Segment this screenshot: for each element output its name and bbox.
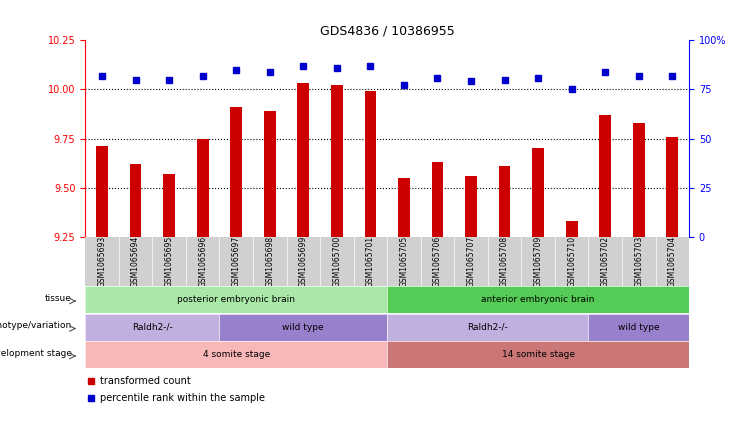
Bar: [566, 221, 577, 237]
Text: Raldh2-/-: Raldh2-/-: [468, 323, 508, 332]
Bar: [365, 91, 376, 237]
Bar: [599, 115, 611, 237]
Text: percentile rank within the sample: percentile rank within the sample: [100, 393, 265, 403]
Bar: [532, 148, 544, 237]
Text: anterior embryonic brain: anterior embryonic brain: [482, 295, 595, 304]
Text: wild type: wild type: [618, 323, 659, 332]
Text: development stage: development stage: [0, 349, 72, 358]
Bar: [264, 111, 276, 237]
Bar: [130, 164, 142, 237]
Bar: [331, 85, 343, 237]
Text: Raldh2-/-: Raldh2-/-: [132, 323, 173, 332]
Bar: [297, 83, 309, 237]
Text: 4 somite stage: 4 somite stage: [202, 350, 270, 359]
Bar: [398, 178, 410, 237]
Bar: [431, 162, 443, 237]
Text: tissue: tissue: [45, 294, 72, 303]
Bar: [96, 146, 108, 237]
Text: transformed count: transformed count: [100, 376, 191, 386]
Text: genotype/variation: genotype/variation: [0, 321, 72, 330]
Text: 14 somite stage: 14 somite stage: [502, 350, 575, 359]
Bar: [163, 174, 175, 237]
Bar: [666, 137, 678, 237]
Bar: [499, 166, 511, 237]
Bar: [465, 176, 477, 237]
Bar: [197, 138, 208, 237]
Text: wild type: wild type: [282, 323, 324, 332]
Bar: [633, 123, 645, 237]
Title: GDS4836 / 10386955: GDS4836 / 10386955: [320, 25, 454, 38]
Text: posterior embryonic brain: posterior embryonic brain: [177, 295, 295, 304]
Bar: [230, 107, 242, 237]
